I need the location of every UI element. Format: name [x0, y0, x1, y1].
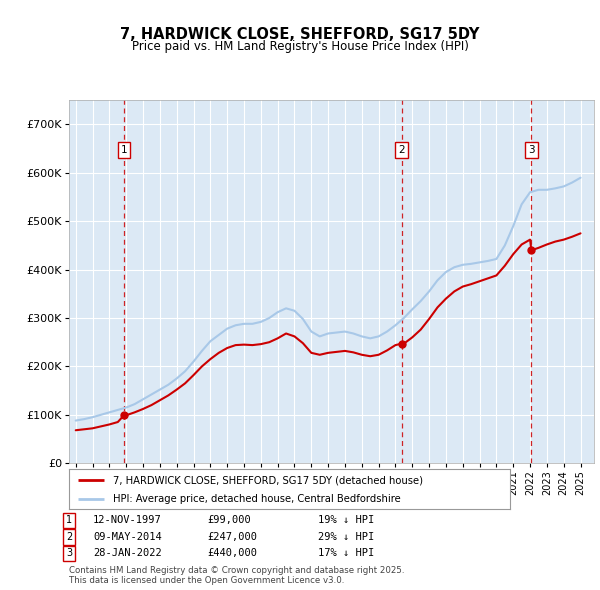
Text: Price paid vs. HM Land Registry's House Price Index (HPI): Price paid vs. HM Land Registry's House … [131, 40, 469, 53]
Text: 09-MAY-2014: 09-MAY-2014 [93, 532, 162, 542]
Text: £99,000: £99,000 [207, 516, 251, 525]
Text: 12-NOV-1997: 12-NOV-1997 [93, 516, 162, 525]
Text: 19% ↓ HPI: 19% ↓ HPI [318, 516, 374, 525]
Text: 3: 3 [528, 145, 535, 155]
Text: 17% ↓ HPI: 17% ↓ HPI [318, 549, 374, 558]
Text: 7, HARDWICK CLOSE, SHEFFORD, SG17 5DY (detached house): 7, HARDWICK CLOSE, SHEFFORD, SG17 5DY (d… [113, 475, 423, 485]
Text: 7, HARDWICK CLOSE, SHEFFORD, SG17 5DY: 7, HARDWICK CLOSE, SHEFFORD, SG17 5DY [121, 27, 479, 41]
Text: £440,000: £440,000 [207, 549, 257, 558]
Text: 2: 2 [66, 532, 72, 542]
Text: 3: 3 [66, 549, 72, 558]
Text: Contains HM Land Registry data © Crown copyright and database right 2025.
This d: Contains HM Land Registry data © Crown c… [69, 566, 404, 585]
Text: 1: 1 [121, 145, 127, 155]
Text: 29% ↓ HPI: 29% ↓ HPI [318, 532, 374, 542]
Text: 1: 1 [66, 516, 72, 525]
Text: £247,000: £247,000 [207, 532, 257, 542]
Text: 28-JAN-2022: 28-JAN-2022 [93, 549, 162, 558]
Text: HPI: Average price, detached house, Central Bedfordshire: HPI: Average price, detached house, Cent… [113, 494, 401, 504]
Text: 2: 2 [398, 145, 405, 155]
